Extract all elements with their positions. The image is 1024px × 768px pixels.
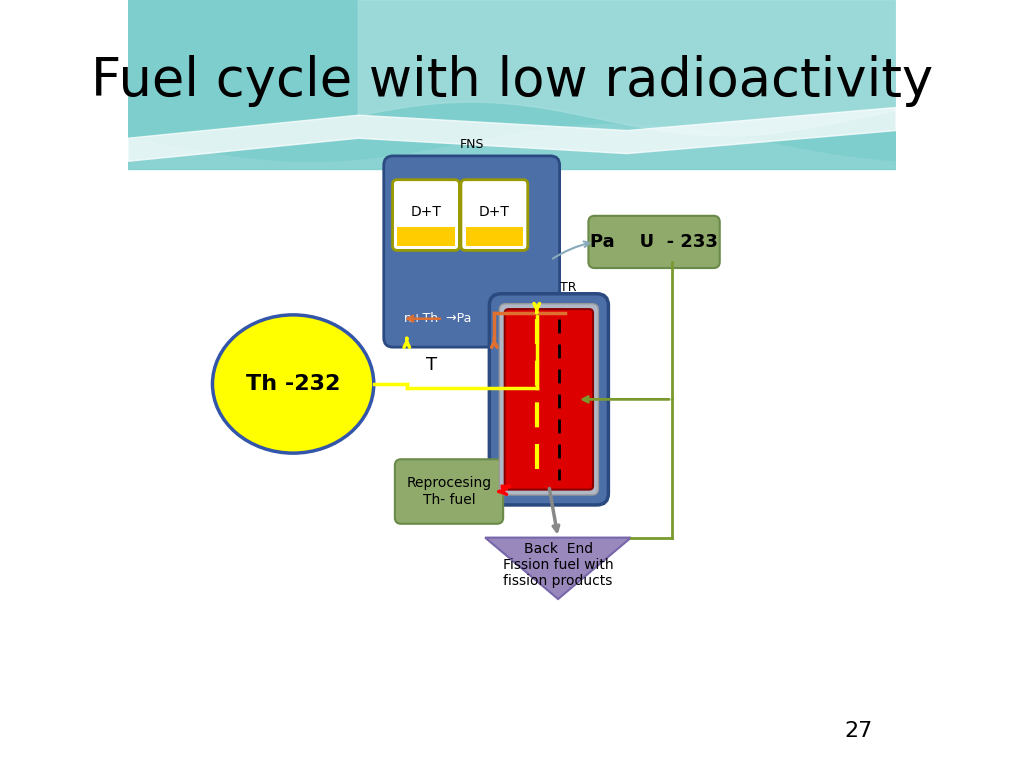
- FancyBboxPatch shape: [392, 180, 460, 250]
- Text: Back  End
Fission fuel with
fission products: Back End Fission fuel with fission produ…: [503, 542, 613, 588]
- Text: TR: TR: [560, 281, 577, 294]
- Text: Fuel cycle with low radioactivity: Fuel cycle with low radioactivity: [91, 55, 933, 107]
- Text: Reprocesing
Th- fuel: Reprocesing Th- fuel: [407, 476, 492, 507]
- Polygon shape: [128, 108, 896, 161]
- FancyBboxPatch shape: [461, 180, 527, 250]
- Polygon shape: [358, 0, 896, 136]
- Bar: [397, 227, 455, 246]
- Text: Pa    U  - 233: Pa U - 233: [590, 233, 718, 251]
- Text: T: T: [426, 356, 437, 374]
- FancyBboxPatch shape: [589, 216, 720, 268]
- Bar: [466, 227, 523, 246]
- Polygon shape: [128, 0, 896, 161]
- Polygon shape: [485, 538, 631, 599]
- Ellipse shape: [213, 315, 374, 453]
- FancyBboxPatch shape: [500, 304, 598, 495]
- Text: 27: 27: [845, 721, 872, 741]
- FancyBboxPatch shape: [489, 294, 608, 505]
- Text: D+T: D+T: [411, 205, 441, 219]
- Text: D+T: D+T: [479, 205, 510, 219]
- Text: FNS: FNS: [460, 138, 484, 151]
- FancyBboxPatch shape: [395, 459, 503, 524]
- Text: Th -232: Th -232: [246, 374, 340, 394]
- FancyBboxPatch shape: [505, 310, 593, 490]
- Text: n+Th  →Pa: n+Th →Pa: [404, 313, 472, 325]
- FancyBboxPatch shape: [384, 156, 559, 347]
- Polygon shape: [128, 0, 896, 169]
